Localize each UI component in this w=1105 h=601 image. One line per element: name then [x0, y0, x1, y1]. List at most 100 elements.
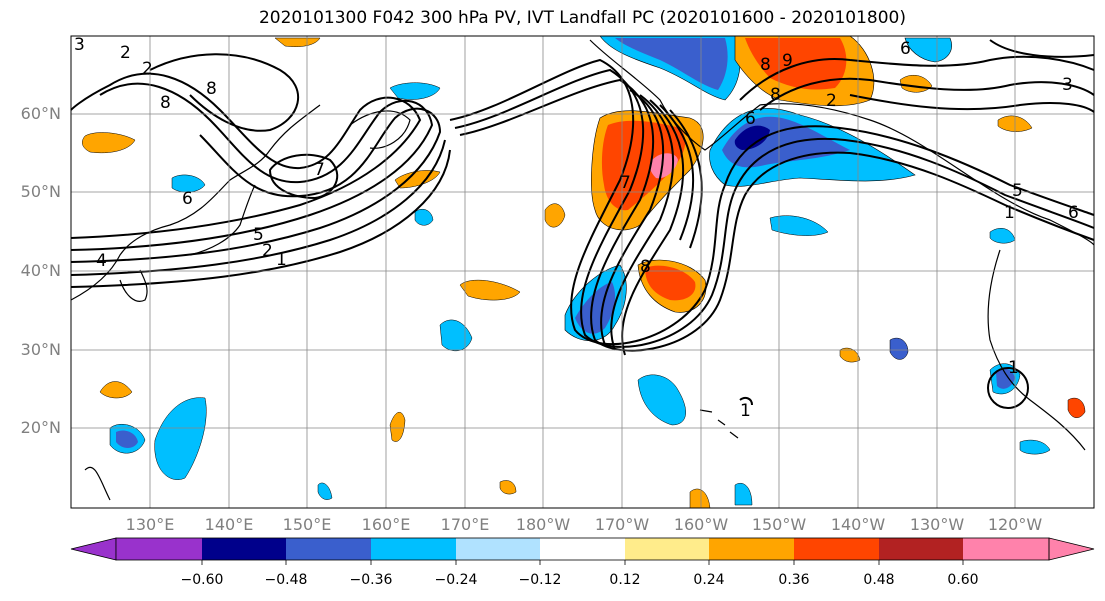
contour-label: 5: [253, 225, 264, 245]
colorbar-extend-high: [1048, 537, 1095, 561]
colorbar-swatch: [625, 538, 709, 560]
contour-label: 6: [182, 189, 193, 209]
colorbar-swatch: [202, 538, 286, 560]
contour-label: 8: [206, 79, 217, 99]
colorbar-swatch: [116, 538, 202, 560]
colorbar-swatch: [963, 538, 1049, 560]
contour-labels: 2 3 2 8 7 6 5 2 4 1 8 8 8 7 6 5 1 8 9 2 …: [74, 35, 1079, 421]
map-frame: [70, 35, 1095, 509]
colorbar-tick-label: 0.24: [693, 572, 725, 588]
contour-label: 7: [620, 173, 631, 193]
contour-west-5: [70, 149, 451, 288]
colorbar-swatch: [709, 538, 794, 560]
contour-label: 1: [1004, 203, 1015, 223]
contour-label: 7: [314, 160, 325, 180]
coast-korea: [119, 269, 148, 302]
positive-blob-midpac2: [544, 203, 566, 228]
contour-label: 3: [74, 35, 85, 55]
negative-blob-bottom4: [317, 482, 333, 500]
contour-label: 9: [782, 51, 793, 71]
contour-west-1: [70, 72, 422, 239]
lon-label: 160°E: [361, 515, 411, 534]
colorbar-swatch: [540, 538, 625, 560]
contour-ne-4: [989, 39, 1095, 58]
lat-label: 30°N: [20, 340, 61, 359]
lon-label: 170°E: [440, 515, 490, 534]
negative-blob-baja-core: [996, 368, 1015, 389]
contour-ne-2: [759, 77, 1095, 111]
colorbar-tick-label: 0.36: [778, 572, 810, 588]
coast-asia: [70, 104, 321, 301]
positive-blob-marianas: [389, 412, 406, 442]
contour-ne-1: [739, 55, 1095, 101]
positive-blob-bottom3: [499, 480, 517, 495]
contour-label: 1: [276, 250, 287, 270]
contour-label: 8: [640, 257, 651, 277]
lon-label: 130°W: [909, 515, 965, 534]
lon-label: 170°W: [594, 515, 650, 534]
lon-label: 150°W: [751, 515, 807, 534]
contour-label: 6: [900, 39, 911, 59]
negative-blob-scs-core: [116, 430, 138, 448]
lon-label: 140°E: [204, 515, 254, 534]
contour-label: 1: [740, 401, 751, 421]
contour-wave-6: [621, 99, 685, 356]
contour-label: 2: [142, 59, 153, 79]
colorbar-tick-label: 0.12: [609, 572, 641, 588]
colorbar-ticks: [201, 560, 964, 565]
negative-blob-east1: [1019, 439, 1051, 455]
contour-label: 6: [1068, 203, 1079, 223]
contour-wave-5: [610, 94, 675, 351]
coast-hawaii: [699, 409, 739, 439]
colorbar-tick-label: 0.48: [863, 572, 895, 588]
gridlines: [71, 36, 1094, 508]
positive-blob-east2: [839, 347, 861, 363]
contour-label: 2: [826, 91, 837, 111]
colorbar-extend-low: [70, 537, 117, 561]
colorbar-tick-label: −0.36: [349, 572, 393, 588]
lat-label: 20°N: [20, 418, 61, 437]
positive-anomaly-trough-core: [645, 265, 696, 301]
colorbar-tick-label: −0.24: [434, 572, 478, 588]
coast-kamchatka: [349, 110, 411, 149]
lon-label: 130°E: [125, 515, 175, 534]
coast-alaska: [589, 39, 1095, 246]
lon-label: 180°W: [515, 515, 571, 534]
contour-label: 5: [1012, 181, 1023, 201]
negative-blob-midpac5: [889, 337, 909, 360]
contour-west-3: [70, 107, 442, 263]
negative-blob-bering-west: [389, 82, 441, 100]
contour-west-7: [268, 153, 339, 200]
lon-label: 160°W: [673, 515, 729, 534]
negative-blob-midpac3: [439, 319, 473, 352]
negative-anomaly-alaska-core: [615, 38, 728, 90]
negative-blob-midpac4: [414, 209, 434, 226]
colorbar-swatch: [794, 538, 879, 560]
colorbar-border: [115, 537, 1050, 561]
map-background: [71, 36, 1094, 508]
positive-anomaly-bering-core: [601, 120, 686, 211]
negative-blob-bottom2: [734, 482, 753, 506]
contour-label: 2: [120, 43, 131, 63]
colorbar-tick-label: −0.12: [518, 572, 562, 588]
negative-blob-philippines: [154, 397, 207, 480]
coast-west-us: [987, 249, 1086, 451]
contour-label: 1: [1008, 358, 1019, 378]
pv-contours: [70, 39, 1095, 409]
lon-label: 140°W: [830, 515, 886, 534]
colorbar-swatch: [879, 538, 963, 560]
contour-hawaii-small: [739, 396, 753, 406]
colorbar-tick-label: −0.60: [180, 572, 224, 588]
lat-label: 50°N: [20, 182, 61, 201]
negative-anomaly-gulf-peak: [734, 125, 770, 150]
map-area: 2 3 2 8 7 6 5 2 4 1 8 8 8 7 6 5 1 8 9 2 …: [70, 35, 1095, 509]
negative-anomaly-canada: [904, 37, 952, 63]
contour-label: 2: [262, 241, 273, 261]
colorbar-swatch: [371, 538, 456, 560]
coastlines: [70, 39, 1095, 501]
positive-anomaly-bering-peak: [649, 153, 678, 179]
contour-label: 8: [760, 55, 771, 75]
contour-label: 6: [745, 109, 756, 129]
colorbar-tick-label: 0.60: [947, 572, 979, 588]
